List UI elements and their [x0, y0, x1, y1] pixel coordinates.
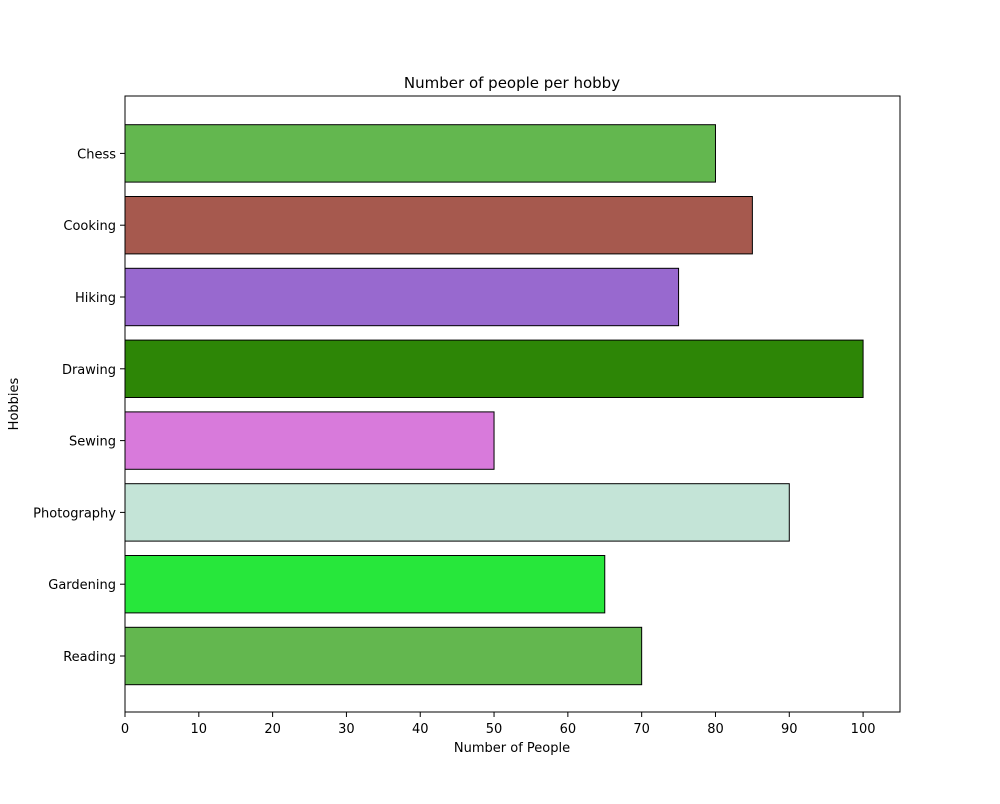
- y-axis-label: Hobbies: [7, 377, 22, 430]
- y-tick-label: Photography: [33, 506, 116, 521]
- y-tick-label: Drawing: [62, 363, 116, 378]
- bar-sewing: [124, 411, 495, 470]
- x-tick-label: 100: [851, 722, 876, 737]
- bar-gardening: [124, 555, 606, 614]
- bar-cooking: [124, 196, 753, 255]
- plot-frame: [124, 95, 901, 713]
- y-tick-label: Sewing: [69, 435, 116, 450]
- bar-photography: [124, 483, 790, 542]
- x-tick-label: 10: [191, 722, 208, 737]
- x-axis-label: Number of People: [454, 741, 570, 756]
- y-axis-ticks: Reading Gardening Photography Sewing Drawing…: [33, 147, 125, 665]
- y-tick-label: Reading: [63, 650, 116, 665]
- bars-layer: [124, 124, 864, 686]
- bar-hiking: [124, 267, 680, 327]
- bar-chess: [124, 124, 716, 183]
- x-axis-ticks: 0 10 20 30 40 50 60 70 80 90 100: [121, 712, 876, 737]
- x-tick-label: 20: [264, 722, 281, 737]
- chart-title: Number of people per hobby: [404, 74, 620, 92]
- x-tick-label: 0: [121, 722, 129, 737]
- y-tick-label: Gardening: [48, 578, 116, 593]
- x-tick-label: 40: [412, 722, 429, 737]
- x-tick-label: 90: [781, 722, 798, 737]
- bar-reading: [124, 626, 643, 686]
- x-tick-label: 80: [707, 722, 724, 737]
- x-tick-label: 50: [486, 722, 503, 737]
- x-tick-label: 30: [338, 722, 355, 737]
- x-tick-label: 70: [633, 722, 650, 737]
- y-tick-label: Chess: [77, 147, 116, 162]
- y-tick-label: Cooking: [63, 219, 116, 234]
- bar-drawing: [124, 339, 864, 399]
- x-tick-label: 60: [560, 722, 577, 737]
- y-tick-label: Hiking: [75, 291, 116, 306]
